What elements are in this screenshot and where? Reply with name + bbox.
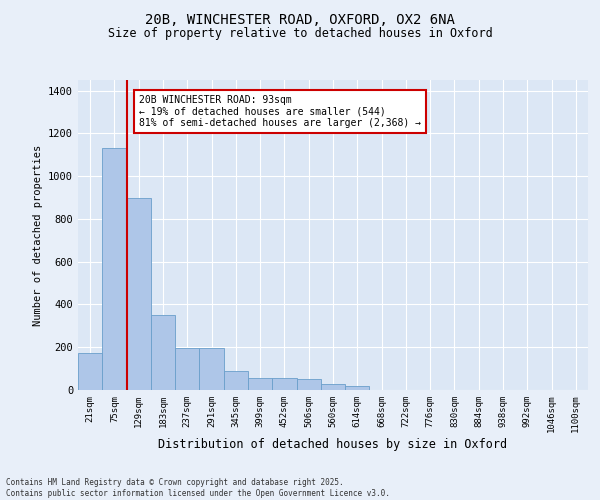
Text: 20B, WINCHESTER ROAD, OXFORD, OX2 6NA: 20B, WINCHESTER ROAD, OXFORD, OX2 6NA: [145, 12, 455, 26]
Text: Contains HM Land Registry data © Crown copyright and database right 2025.
Contai: Contains HM Land Registry data © Crown c…: [6, 478, 390, 498]
Bar: [224, 371, 248, 390]
Text: 20B WINCHESTER ROAD: 93sqm
← 19% of detached houses are smaller (544)
81% of sem: 20B WINCHESTER ROAD: 93sqm ← 19% of deta…: [139, 95, 421, 128]
Bar: [175, 348, 199, 390]
Bar: [127, 198, 151, 390]
Bar: [248, 378, 272, 390]
Bar: [296, 380, 321, 390]
Bar: [151, 315, 175, 390]
Bar: [78, 352, 102, 390]
Bar: [345, 386, 370, 390]
Bar: [102, 148, 127, 390]
Bar: [272, 378, 296, 390]
Bar: [321, 384, 345, 390]
X-axis label: Distribution of detached houses by size in Oxford: Distribution of detached houses by size …: [158, 438, 508, 451]
Y-axis label: Number of detached properties: Number of detached properties: [32, 144, 43, 326]
Bar: [199, 348, 224, 390]
Text: Size of property relative to detached houses in Oxford: Size of property relative to detached ho…: [107, 28, 493, 40]
